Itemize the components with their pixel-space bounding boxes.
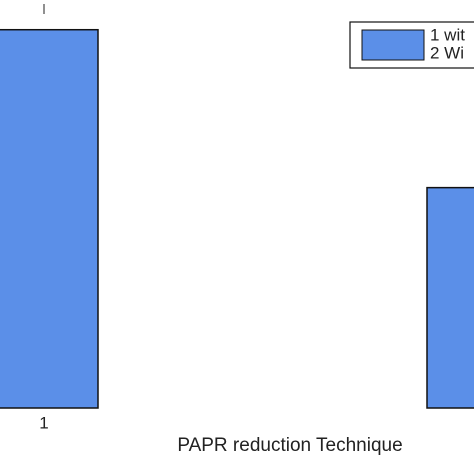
legend-label: 2 Wi — [430, 43, 464, 62]
bar — [0, 28, 99, 409]
legend-label: 1 wit — [430, 25, 465, 44]
bar — [426, 186, 474, 409]
x-tick-label: 1 — [39, 413, 48, 432]
x-axis-label: PAPR reduction Technique — [177, 435, 402, 456]
legend-swatch — [361, 29, 425, 61]
